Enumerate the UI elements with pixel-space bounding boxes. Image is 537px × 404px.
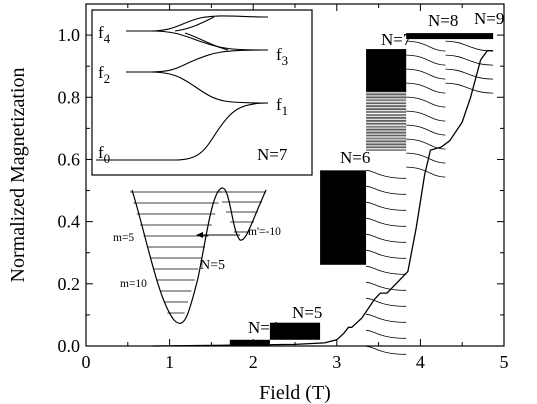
n7-label: N=7 [381,30,412,49]
y-tick-label: 0.0 [58,336,81,356]
well-m-right: m'=-10 [248,226,281,238]
band-line [445,68,494,80]
x-tick-label: 1 [165,352,174,372]
n8-label: N=8 [428,11,458,30]
y-tick-label: 0.6 [58,149,81,169]
inset-f1-label: f1 [276,95,288,118]
well-energy-levels [130,191,266,314]
band-line [406,110,446,122]
inset-f4-curve-d [184,32,229,51]
inset-f4-curve-c [174,16,215,32]
inset-f4-curve-a [149,15,269,32]
band-line [406,96,446,108]
inset-frame [91,9,313,176]
well-arrowhead [196,232,203,238]
inset-energy-curves [96,15,269,161]
y-axis-title: Normalized Magnetization [7,68,29,283]
double-well-outline [131,187,267,324]
inset-f3-label: f3 [276,45,288,68]
band-line [406,40,446,52]
fan-line [366,249,407,259]
band-line [406,138,446,150]
band-line [406,152,446,164]
x-tick-label: 2 [249,352,258,372]
n5-label: N=5 [292,303,322,322]
fan-line [366,217,407,227]
x-tick-label: 3 [332,352,341,372]
well-m-left-top: m=5 [113,232,134,244]
fan-line [366,345,407,355]
x-tick-label: 0 [82,352,91,372]
step-band [320,170,367,265]
n4-label: N=4 [248,318,279,337]
magnetization-curve [152,49,494,347]
band-line [445,82,494,94]
y-tick-label: 1.0 [58,25,81,45]
band-line [406,54,446,66]
step-band-lines [406,40,446,178]
double-well-illustration [130,187,267,324]
tick-labels: 0 1 2 3 4 5 0.0 0.2 0.4 0.6 0.8 1.0 [58,25,509,372]
n9-label: N=9 [474,9,504,28]
x-axis-title: Field (T) [259,382,331,404]
band-line [406,124,446,136]
step-band [229,339,270,346]
y-tick-label: 0.8 [58,87,81,107]
fan-line [366,313,407,323]
inset-f0-curve [96,102,269,161]
y-tick-label: 0.4 [58,212,81,232]
fan-line [366,201,407,211]
fan-line [366,265,407,275]
step-band-lines [366,91,407,151]
inset-n-label: N=7 [257,145,288,164]
fan-line [366,297,407,307]
well-n-label: N=5 [200,258,225,273]
x-tick-label: 4 [416,352,425,372]
step-band [366,49,407,92]
n6-label: N=6 [340,148,370,167]
magnetization-curve-group [152,49,494,347]
fan-line [366,281,407,291]
band-line [406,166,446,178]
step-band [406,33,446,40]
band-line [445,54,494,66]
step-band-lines [445,40,494,94]
step-band [269,322,321,340]
inset-f2-curve-upper [149,49,269,73]
fan-lines [366,169,407,355]
inset-f4-label: f4 [98,23,111,46]
fan-line [366,169,407,179]
well-m-left-bottom: m=10 [120,278,147,290]
band-line [445,40,494,52]
inset-f4-curve-b [149,30,269,51]
band-line [406,68,446,80]
inset-f0-label: f0 [98,143,110,166]
fan-line [366,329,407,339]
step-band [445,33,494,40]
x-tick-label: 5 [500,352,509,372]
band-line [406,82,446,94]
y-tick-label: 0.2 [58,274,81,294]
fan-line [366,185,407,195]
inset-f2-curve-lower [149,71,269,104]
fan-line [366,233,407,243]
step-bands [229,33,494,355]
inset-f2-label: f2 [98,63,110,86]
